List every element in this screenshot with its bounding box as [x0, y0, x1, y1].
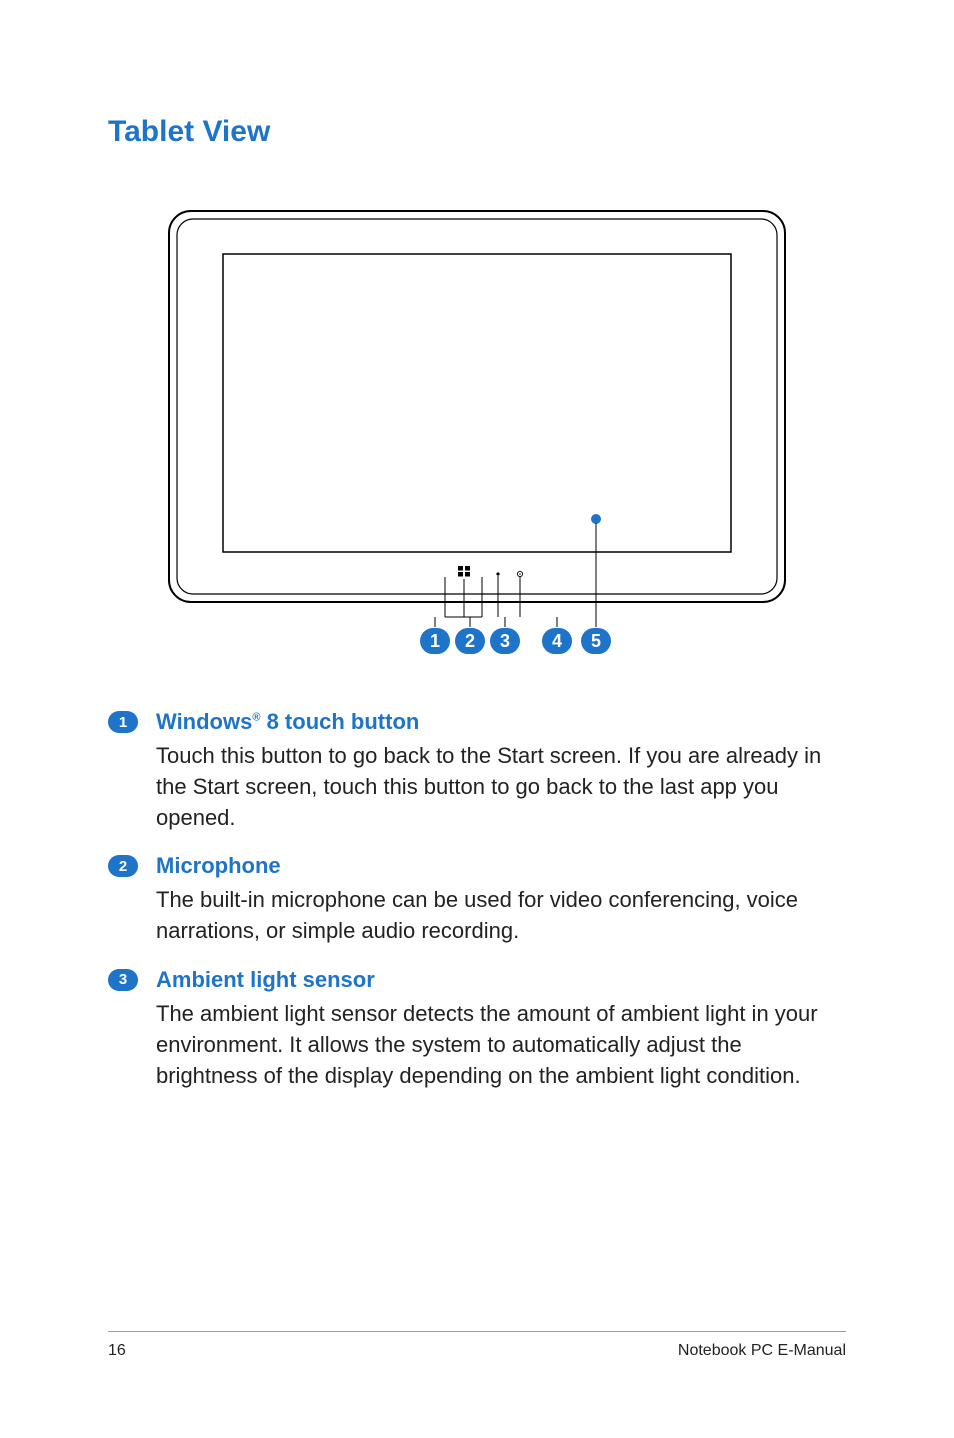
callout-item-title: Windows® 8 touch button	[156, 709, 846, 735]
page: Tablet View 1 2 3 4 5 1 Windows® 8 touch butt…	[0, 0, 954, 1438]
callout-item: 1 Windows® 8 touch button Touch this butto…	[108, 709, 846, 833]
callout-item-body: Touch this button to go back to the Star…	[156, 741, 846, 833]
svg-text:5: 5	[591, 631, 601, 651]
page-number: 16	[108, 1342, 126, 1360]
doc-title: Notebook PC E-Manual	[678, 1342, 846, 1360]
callout-item: 2 Microphone The built-in microphone can b…	[108, 853, 846, 947]
callout-item: 3 Ambient light sensor The ambient light s…	[108, 967, 846, 1091]
callout-number-badge: 3	[108, 969, 138, 991]
page-footer: 16 Notebook PC E-Manual	[108, 1331, 846, 1360]
svg-text:1: 1	[430, 631, 440, 651]
tablet-diagram: 1 2 3 4 5	[108, 209, 846, 669]
section-title: Tablet View	[108, 115, 846, 149]
svg-text:2: 2	[465, 631, 475, 651]
callout-number-badge: 2	[108, 855, 138, 877]
callout-item-title: Ambient light sensor	[156, 967, 846, 993]
title-pre: Windows	[156, 709, 252, 734]
items-list: 1 Windows® 8 touch button Touch this butto…	[108, 709, 846, 1091]
callout-item-body: The ambient light sensor detects the amo…	[156, 999, 846, 1091]
svg-text:3: 3	[500, 631, 510, 651]
diagram-svg: 1 2 3 4 5	[167, 209, 787, 669]
title-pre: Microphone	[156, 853, 281, 878]
callout-item-body: The built-in microphone can be used for …	[156, 885, 846, 947]
title-pre: Ambient light sensor	[156, 967, 375, 992]
title-post: 8 touch button	[260, 709, 419, 734]
callout-item-title: Microphone	[156, 853, 846, 879]
svg-text:4: 4	[552, 631, 562, 651]
callout-number-badge: 1	[108, 711, 138, 733]
